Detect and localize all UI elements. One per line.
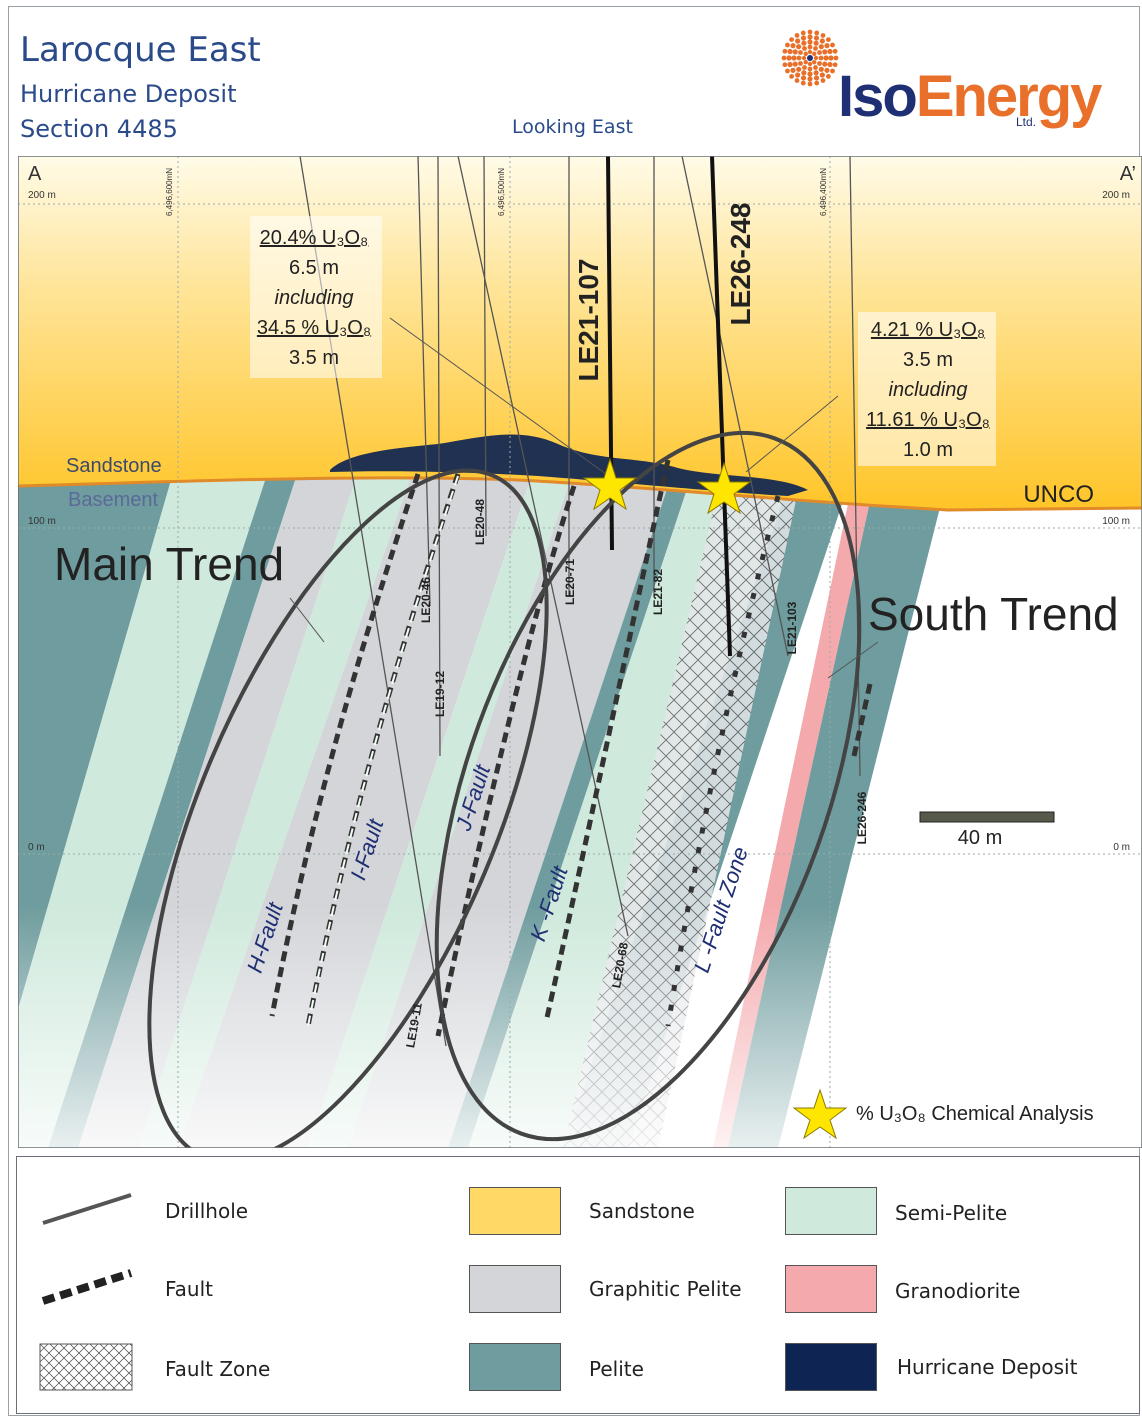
drillhole-label-le26-248: LE26-248 xyxy=(725,203,756,326)
main-trend-label: Main Trend xyxy=(54,538,284,590)
drillhole-label-le19-12: LE19-12 xyxy=(433,671,447,717)
drillhole-le20-68 xyxy=(457,156,629,937)
isoenergy-logo: IsoEnergy Ltd. xyxy=(781,29,1104,129)
legend-granodiorite: Granodiorite xyxy=(895,1279,1021,1303)
scale-label: 40 m xyxy=(958,827,1002,849)
pelite-swatch xyxy=(469,1343,561,1391)
grid-label-1: 6,496,600mN xyxy=(165,168,174,216)
legend-fault-zone: Fault Zone xyxy=(165,1357,271,1381)
i-fault-highlight xyxy=(307,475,459,1027)
drillhole-le20-46 xyxy=(417,156,431,607)
main-trend-ellipse xyxy=(147,468,549,1148)
elev-200-left: 200 m xyxy=(28,190,56,201)
legend-sandstone: Sandstone xyxy=(589,1199,695,1223)
drillhole-le26-248 xyxy=(710,156,732,657)
sandstone-swatch xyxy=(469,1187,561,1235)
section-end-a-prime: A’ xyxy=(1120,163,1136,185)
fault-legend-icon xyxy=(41,1269,133,1305)
legend-graphitic-pelite: Graphitic Pelite xyxy=(589,1277,742,1301)
l-fault-zone-dashes xyxy=(665,495,781,1027)
drillhole-label-le20-46: LE20-46 xyxy=(419,577,433,623)
grid-label-2: 6,496,500mN xyxy=(497,168,506,216)
leader-lines xyxy=(289,317,879,679)
star-legend-label: % U₃O₈ Chemical Analysis xyxy=(856,1103,1094,1125)
intercept-left-grade: 20.4% U₃O₈ xyxy=(260,227,369,249)
hurricane-deposit-swatch xyxy=(785,1343,877,1391)
legend-fault: Fault xyxy=(165,1277,213,1301)
grid-label-3: 6,496,400mN xyxy=(819,168,828,216)
cross-section: 20.4% U₃O₈ 6.5 m including 34.5 % U₃O₈ 3… xyxy=(18,156,1142,1148)
intercept-right-grade-2: 11.61 % U₃O₈ xyxy=(866,409,990,431)
svg-text:IsoEnergy: IsoEnergy xyxy=(838,64,1102,129)
drillhole-le21-103 xyxy=(681,156,789,657)
intercept-box-left xyxy=(250,216,382,378)
section-start-a: A xyxy=(28,163,42,185)
logo-energy-text: Energy xyxy=(916,64,1102,129)
elev-0-right: 0 m xyxy=(1113,842,1130,853)
star-le21-107 xyxy=(582,457,638,511)
drillhole-le19-12 xyxy=(437,156,441,757)
intercept-right-grade: 4.21 % U₃O₈ xyxy=(871,319,985,341)
view-direction: Looking East xyxy=(512,116,633,138)
star-icon xyxy=(792,1088,848,1140)
intercept-box-right xyxy=(858,312,996,466)
granodiorite-swatch xyxy=(785,1265,877,1313)
h-fault-line xyxy=(269,473,421,1017)
legend-pelite: Pelite xyxy=(589,1357,644,1381)
fault-segment xyxy=(851,683,873,757)
legend-semi-pelite: Semi-Pelite xyxy=(895,1201,1008,1225)
logo-ltd-text: Ltd. xyxy=(1016,115,1036,129)
fault-zone-legend-icon xyxy=(39,1343,133,1391)
intercept-right-width-2: 1.0 m xyxy=(903,439,953,461)
elev-100-right: 100 m xyxy=(1102,516,1130,527)
intercept-right-width: 3.5 m xyxy=(903,349,953,371)
j-fault-line xyxy=(435,485,577,1037)
south-trend-label: South Trend xyxy=(868,588,1119,640)
unco-label: UNCO xyxy=(1023,481,1094,508)
basement-label: Basement xyxy=(68,489,158,511)
south-trend-ellipse xyxy=(434,430,862,1142)
legend-panel: Drillhole Fault Fault Zone Sandstone Gra… xyxy=(16,1156,1140,1414)
figure-title: Larocque East xyxy=(20,30,261,70)
elev-100-left: 100 m xyxy=(28,516,56,527)
elev-0-left: 0 m xyxy=(28,842,45,853)
drillhole-legend-icon xyxy=(42,1193,132,1225)
graphitic-pelite-swatch xyxy=(469,1265,561,1313)
drillhole-label-le26-246: LE26-246 xyxy=(855,791,869,844)
intercept-right-including: including xyxy=(889,379,968,401)
intercept-left-width-2: 3.5 m xyxy=(289,347,339,369)
unconformity-line xyxy=(18,476,1142,512)
star-le26-248 xyxy=(696,461,752,515)
scale-bar xyxy=(919,811,1055,823)
section-number: Section 4485 xyxy=(20,115,178,143)
intercept-left-width: 6.5 m xyxy=(289,257,339,279)
intercept-left-grade-2: 34.5 % U₃O₈ xyxy=(257,317,371,339)
figure-subtitle: Hurricane Deposit xyxy=(20,80,237,108)
drillhole-label-le20-71: LE20-71 xyxy=(563,559,577,605)
logo-iso-text: Iso xyxy=(838,64,916,129)
elev-200-right: 200 m xyxy=(1102,190,1130,201)
drillhole-label-le21-107: LE21-107 xyxy=(573,259,604,382)
sandstone-label: Sandstone xyxy=(66,455,162,477)
legend-hurricane-deposit: Hurricane Deposit xyxy=(897,1355,1078,1379)
sun-burst-icon xyxy=(781,29,839,87)
drillhole-label-le20-48: LE20-48 xyxy=(473,499,487,545)
legend-drillhole: Drillhole xyxy=(165,1199,249,1223)
drillhole-label-le21-82: LE21-82 xyxy=(651,569,665,615)
intercept-left-including: including xyxy=(275,287,354,309)
drillhole-label-le21-103: LE21-103 xyxy=(785,601,799,654)
semi-pelite-swatch xyxy=(785,1187,877,1235)
